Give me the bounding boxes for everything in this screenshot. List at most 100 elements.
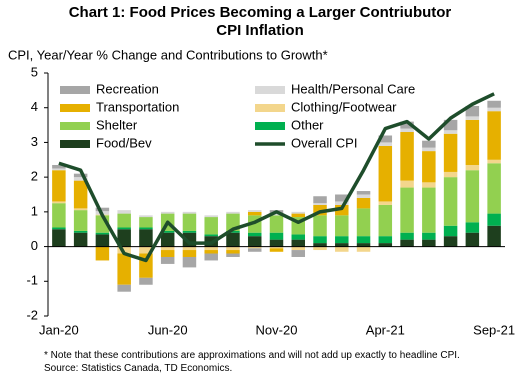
bar-segment [73, 230, 88, 233]
chart-title: Chart 1: Food Prices Becoming a Larger C… [68, 4, 452, 39]
bar-segment [422, 232, 436, 240]
bar-segment [247, 211, 262, 216]
bar-segment [204, 250, 218, 254]
bar-segment [443, 133, 458, 172]
bar-segment [356, 243, 371, 247]
bar-segment [117, 213, 131, 228]
bar-segment [356, 194, 371, 198]
bar-segment [52, 168, 66, 171]
bar-segment [356, 236, 371, 244]
bar-segment [52, 164, 66, 169]
legend-label: Overall CPI [291, 135, 357, 150]
bar-segment [487, 159, 501, 164]
bar-segment [313, 215, 327, 237]
bar-segment [95, 207, 110, 212]
bar-segment [73, 173, 88, 178]
bar-segment [160, 246, 175, 251]
bar-segment [139, 217, 153, 228]
bar-segment [378, 236, 393, 244]
bar-segment [443, 225, 458, 237]
bar-segment [52, 229, 66, 247]
bar-segment [313, 243, 327, 247]
bar-segment [422, 239, 436, 247]
bar-segment [226, 211, 240, 214]
bar-segment [182, 246, 197, 251]
legend-label: Clothing/Footwear [291, 99, 397, 114]
bar-segment [95, 232, 110, 235]
bar-segment [378, 142, 393, 146]
bar-segment [160, 230, 175, 233]
bar-segment [160, 256, 175, 264]
legend-swatch [255, 104, 285, 112]
y-tick-label: 1 [31, 203, 38, 218]
bar-segment [487, 225, 501, 247]
bar-segment [226, 230, 240, 233]
bar-segment [182, 230, 197, 233]
legend-swatch [255, 122, 285, 130]
bar-segment [400, 187, 414, 233]
bar-segment [139, 277, 153, 285]
bar-segment [465, 170, 480, 223]
legend-label: Other [291, 117, 324, 132]
bar-segment [73, 177, 88, 181]
y-tick-label: 5 [31, 64, 38, 79]
cpi-line [58, 92, 495, 263]
y-tick-label: 4 [31, 99, 38, 114]
bar-segment [465, 119, 480, 165]
bar-segment [378, 135, 393, 143]
bar-segment [422, 151, 436, 183]
bar-segment [291, 234, 306, 240]
bar-segment [313, 246, 327, 251]
bar-segment [335, 201, 349, 205]
bar-segment [95, 234, 110, 247]
legend-swatch [60, 140, 90, 148]
bar-segment [487, 100, 501, 108]
bar-segment [139, 215, 153, 218]
bar-segment [226, 232, 240, 247]
bar-segment [269, 248, 284, 252]
bar-segment [487, 107, 501, 112]
bar-segment [52, 201, 66, 204]
bar-segment [291, 211, 306, 214]
bar-segment [356, 191, 371, 195]
bar-segment [269, 213, 284, 216]
bar-segment [204, 215, 218, 218]
legend-swatch [60, 104, 90, 112]
x-tick-label: Jan-20 [39, 322, 79, 337]
x-tick-label: Apr-21 [366, 322, 405, 337]
bar-segment [400, 232, 414, 240]
bar-segment [400, 121, 414, 129]
bar-segment [335, 236, 349, 244]
bar-segment [487, 111, 501, 160]
legend-label: Shelter [96, 117, 138, 132]
bar-segment [313, 203, 327, 205]
bar-segment [247, 248, 262, 252]
bar-segment [422, 182, 436, 188]
legend-swatch [60, 86, 90, 94]
bar-segment [204, 246, 218, 251]
bar-segment [269, 239, 284, 247]
bar-segment [269, 246, 284, 249]
bar-segment [291, 246, 306, 251]
bar-segment [139, 227, 153, 230]
bar-segment [204, 253, 218, 261]
bar-segment [356, 208, 371, 237]
bar-segment [139, 246, 153, 254]
legend-label: Health/Personal Care [291, 81, 415, 96]
bar-segment [73, 208, 88, 211]
bar-segment [465, 232, 480, 247]
bar-segment [422, 187, 436, 233]
chart-subtitle: CPI, Year/Year % Change and Contribution… [8, 47, 328, 62]
bar-segment [313, 196, 327, 204]
bar-segment [443, 236, 458, 247]
bar-segment [182, 213, 197, 231]
bar-segment [182, 250, 197, 257]
bar-segment [73, 232, 88, 247]
bar-segment [247, 236, 262, 247]
legend-label: Transportation [96, 99, 179, 114]
bar-segment [182, 211, 197, 214]
bar-segment [117, 284, 131, 292]
bar-segment [335, 246, 349, 252]
y-tick-label: -1 [26, 273, 38, 288]
